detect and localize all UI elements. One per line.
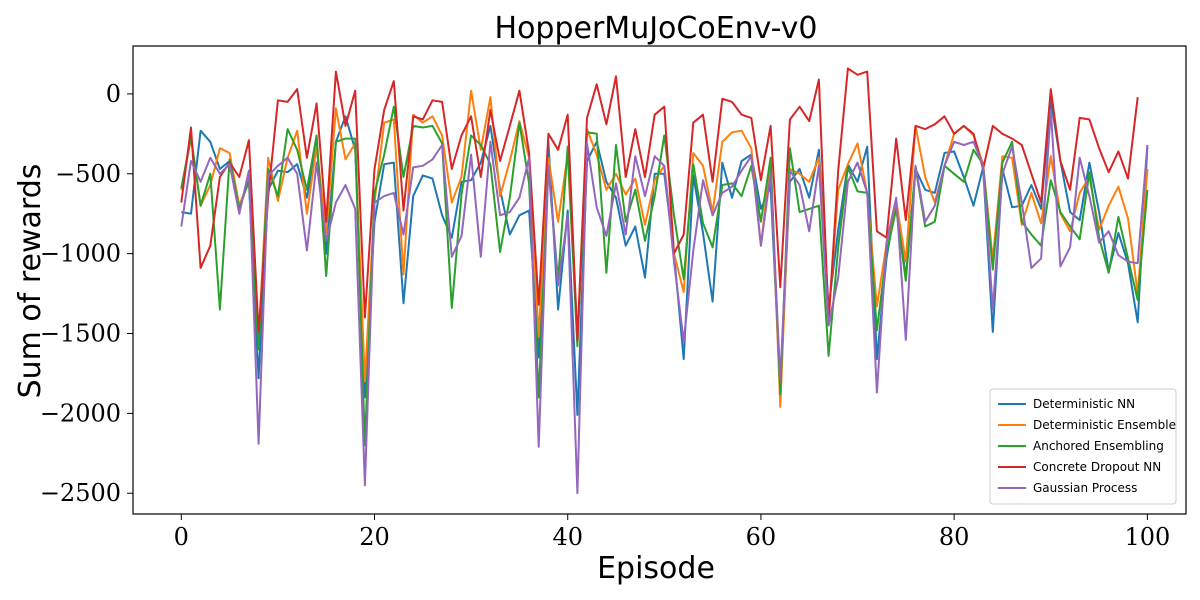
y-tick-label: −1000 — [40, 240, 121, 268]
legend-label: Anchored Ensembling — [1033, 439, 1164, 453]
y-tick-label: 0 — [106, 80, 121, 108]
y-tick-label: −2000 — [40, 399, 121, 427]
x-axis: 0 20 40 60 80 100 — [174, 514, 1170, 551]
axes-frame — [132, 45, 1187, 515]
legend: Deterministic NN Deterministic Ensemble An… — [989, 388, 1177, 505]
y-axis-label: Sum of rewards — [13, 164, 48, 399]
plot-area — [180, 67, 1149, 495]
x-tick-label: 0 — [174, 523, 189, 551]
x-tick-label: 20 — [359, 523, 390, 551]
y-tick-label: −2500 — [40, 479, 121, 507]
x-tick-label: 80 — [939, 523, 970, 551]
x-tick-label: 60 — [746, 523, 777, 551]
legend-label: Deterministic NN — [1033, 397, 1135, 411]
x-tick-label: 100 — [1124, 523, 1170, 551]
x-axis-label: Episode — [597, 551, 715, 586]
legend-label: Deterministic Ensemble — [1033, 418, 1176, 432]
series-line-5 — [180, 108, 1149, 495]
legend-label: Gaussian Process — [1033, 481, 1137, 495]
y-axis: 0 −500 −1000 −1500 −2000 −2500 — [40, 80, 133, 507]
legend-box — [989, 388, 1177, 505]
x-tick-label: 40 — [552, 523, 583, 551]
chart-title: HopperMuJoCoEnv-v0 — [495, 11, 818, 46]
y-tick-label: −500 — [55, 160, 121, 188]
y-tick-label: −1500 — [40, 320, 121, 348]
series-line-1 — [181, 99, 1149, 416]
legend-label: Concrete Dropout NN — [1033, 460, 1161, 474]
